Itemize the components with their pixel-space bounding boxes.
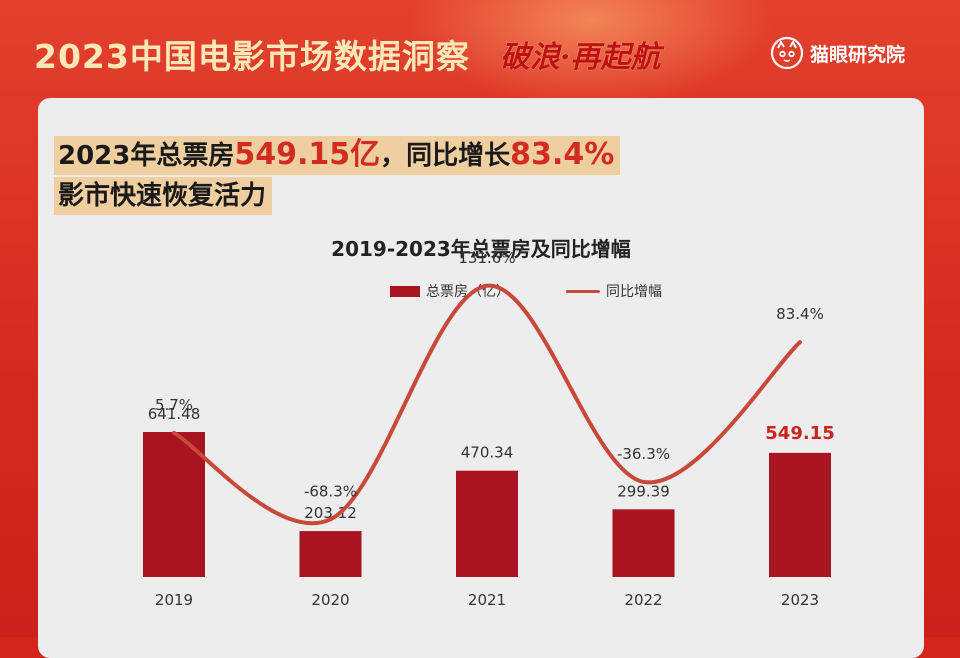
headline-mid: ，同比增长 [380,141,511,171]
chart-card: 2023年总票房549.15亿，同比增长83.4% 影市快速恢复活力 2019-… [38,98,924,658]
x-tick-label-2023: 2023 [781,591,819,609]
combo-chart: 641.482019203.122020470.342021299.392022… [143,249,835,609]
legend-bar-label: 总票房（亿） [426,284,510,300]
header: 2023中国电影市场数据洞察 破浪·再起航 猫眼研究院 [0,0,960,96]
bar-value-label-2022: 299.39 [617,482,670,500]
brand: 猫眼研究院 [770,36,905,70]
headline-growth-value: 83.4% [510,137,615,172]
slogan: 破浪·再起航 [500,40,661,75]
chart-legend: 总票房（亿） 同比增幅 [390,282,662,300]
headline-line-2: 影市快速恢复活力 [54,177,273,215]
x-tick-label-2022: 2022 [624,591,662,609]
growth-label-2019: 5.7% [155,396,193,414]
legend-line-label: 同比增幅 [606,284,662,300]
bar-value-label-2019: 641.48 [148,405,201,423]
x-tick-label-2020: 2020 [311,591,349,609]
headline: 2023年总票房549.15亿，同比增长83.4% 影市快速恢复活力 [54,136,621,215]
bar-2021 [456,470,518,577]
chart-title: 2019-2023年总票房及同比增幅 [331,237,631,261]
growth-label-2023: 83.4% [776,305,824,323]
legend-bar-swatch [390,285,420,297]
headline-prefix: 2023年总票房 [58,141,235,171]
bar-2019 [143,432,205,577]
growth-label-2021: 131.6% [458,249,515,267]
brand-name: 猫眼研究院 [810,43,906,66]
bar-2020 [299,531,362,577]
page-title: 2023中国电影市场数据洞察 [34,37,470,76]
legend-line-swatch [566,289,600,293]
growth-line [172,283,802,526]
bar-2023 [769,452,831,577]
x-tick-label-2021: 2021 [468,591,506,609]
bar-value-label-2021: 470.34 [461,444,514,462]
growth-label-2022: -36.3% [617,445,670,463]
headline-total-value: 549.15亿 [234,137,381,172]
bar-2022 [612,509,675,577]
headline-line-1: 2023年总票房549.15亿，同比增长83.4% [54,136,621,175]
bar-value-label-2023: 549.15 [765,423,834,444]
growth-label-2020: -68.3% [304,482,357,500]
cat-eye-icon [770,36,804,70]
x-tick-label-2019: 2019 [155,591,193,609]
